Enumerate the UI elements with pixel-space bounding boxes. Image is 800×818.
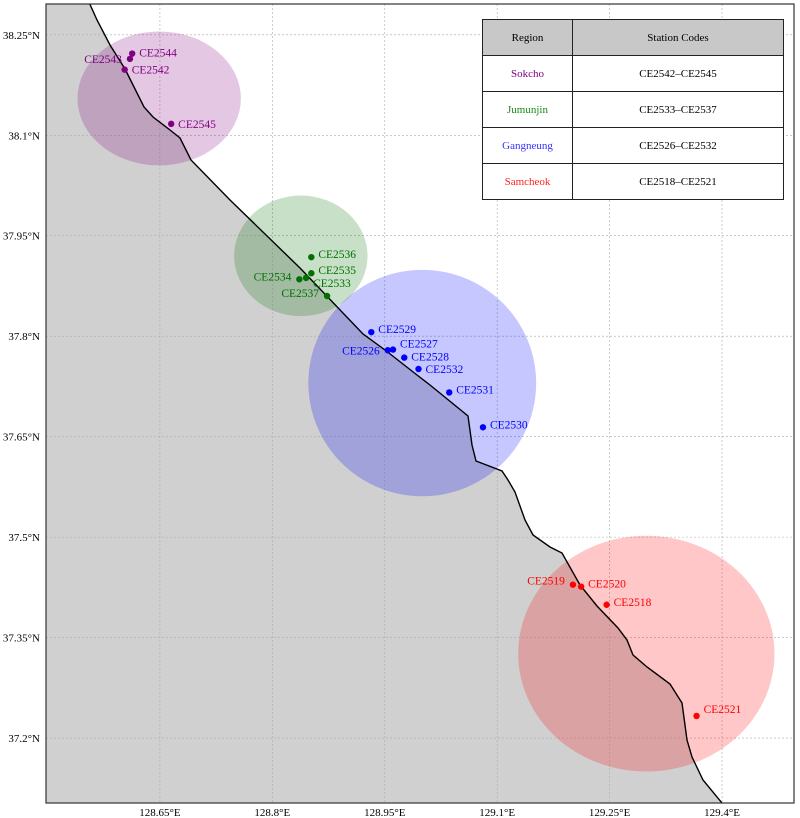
station-marker — [384, 347, 391, 354]
y-tick-label: 37.2°N — [8, 733, 40, 745]
station-label: CE2536 — [318, 249, 356, 261]
region-circle-gangneung — [308, 269, 537, 497]
y-tick-label: 37.8°N — [8, 331, 40, 343]
x-tick-label: 129.25°E — [589, 807, 631, 818]
region-cell: Samcheok — [482, 163, 573, 200]
y-tick-label: 38.1°N — [8, 130, 40, 142]
region-circle-jumunjin — [234, 195, 368, 317]
station-marker — [296, 276, 303, 283]
station-marker — [389, 346, 397, 353]
region-circle-samcheok — [518, 535, 775, 772]
station-label: CE2542 — [132, 65, 170, 77]
y-tick-label: 37.5°N — [8, 532, 40, 544]
station-label: CE2545 — [178, 119, 216, 131]
y-tick-label: 37.65°N — [3, 432, 40, 444]
table-header-row: Region Station Codes — [482, 19, 784, 56]
table-row: Jumunjin CE2533–CE2537 — [482, 91, 784, 128]
station-marker — [128, 50, 136, 57]
station-label: CE2537 — [281, 288, 319, 300]
station-marker — [121, 66, 128, 73]
station-label: CE2544 — [139, 48, 177, 60]
table-row: Samcheok CE2518–CE2521 — [482, 163, 784, 200]
station-label: CE2519 — [527, 576, 565, 588]
x-tick-label: 128.95°E — [364, 807, 406, 818]
header-region: Region — [482, 19, 573, 56]
station-label: CE2527 — [400, 339, 438, 351]
station-marker — [446, 389, 453, 396]
map-frame — [45, 3, 795, 804]
table-row: Sokcho CE2542–CE2545 — [482, 55, 784, 92]
region-cell: Sokcho — [482, 55, 573, 92]
y-tick-label: 37.95°N — [3, 231, 40, 243]
y-tick-label: 38.25°N — [3, 30, 40, 42]
station-label: CE2526 — [342, 345, 380, 357]
codes-cell: CE2518–CE2521 — [572, 163, 784, 200]
station-label: CE2520 — [588, 579, 626, 591]
station-marker — [603, 601, 610, 608]
station-marker — [693, 712, 700, 720]
station-label: CE2534 — [254, 271, 292, 283]
station-marker — [323, 292, 331, 300]
region-legend-table: Region Station Codes Sokcho CE2542–CE254… — [482, 19, 784, 200]
station-label: CE2521 — [704, 704, 742, 716]
station-label: CE2528 — [411, 352, 449, 364]
station-label: CE2531 — [456, 384, 494, 396]
header-station-codes: Station Codes — [572, 19, 784, 56]
station-marker — [308, 253, 315, 261]
x-tick-label: 128.8°E — [254, 807, 290, 818]
region-cell: Jumunjin — [482, 91, 573, 128]
coastline — [89, 4, 723, 803]
station-marker — [368, 328, 375, 336]
station-marker — [167, 120, 175, 128]
codes-cell: CE2526–CE2532 — [572, 127, 784, 164]
station-marker — [126, 55, 134, 63]
codes-cell: CE2542–CE2545 — [572, 55, 784, 92]
x-tick-label: 129.1°E — [479, 807, 515, 818]
station-label: CE2518 — [614, 597, 652, 609]
station-label: CE2529 — [378, 324, 416, 336]
station-label: CE2533 — [313, 278, 351, 290]
station-marker — [569, 581, 577, 588]
x-tick-label: 128.65°E — [139, 807, 181, 818]
station-marker — [401, 354, 408, 361]
station-marker — [302, 274, 310, 282]
station-label: CE2532 — [426, 364, 464, 376]
station-marker — [577, 583, 585, 590]
station-label: CE2543 — [84, 54, 122, 66]
region-circle-sokcho — [77, 31, 241, 166]
station-label: CE2530 — [490, 419, 528, 431]
station-label: CE2535 — [318, 265, 356, 277]
table-row: Gangneung CE2526–CE2532 — [482, 127, 784, 164]
region-cell: Gangneung — [482, 127, 573, 164]
station-marker — [479, 424, 487, 431]
y-tick-label: 37.35°N — [3, 633, 40, 645]
station-marker — [415, 365, 422, 373]
codes-cell: CE2533–CE2537 — [572, 91, 784, 128]
station-marker — [308, 270, 315, 277]
x-tick-label: 129.4°E — [704, 807, 740, 818]
land-area — [46, 4, 722, 803]
